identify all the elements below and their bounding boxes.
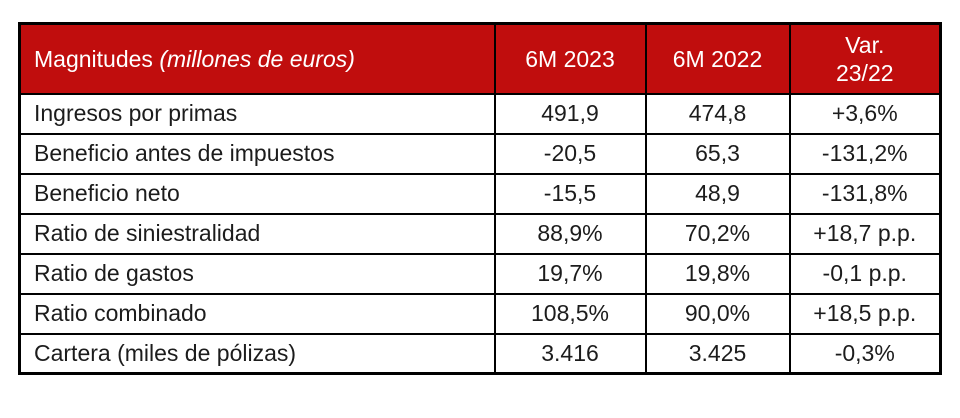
value-variation: -131,2% (788, 132, 942, 175)
row-label: Beneficio neto (18, 172, 496, 215)
row-label: Beneficio antes de impuestos (18, 132, 496, 175)
value-variation: -0,1 p.p. (788, 252, 942, 295)
row-label: Ratio de siniestralidad (18, 212, 496, 255)
table-row: Ratio de siniestralidad 88,9% 70,2% +18,… (18, 212, 942, 255)
row-label: Ingresos por primas (18, 92, 496, 135)
table-header: Magnitudes (millones de euros) 6M 2023 6… (18, 22, 942, 95)
table-row: Ingresos por primas 491,9 474,8 +3,6% (18, 92, 942, 135)
value-6m-2023: 108,5% (493, 292, 647, 335)
value-variation: -131,8% (788, 172, 942, 215)
table-row: Beneficio antes de impuestos -20,5 65,3 … (18, 132, 942, 175)
value-6m-2022: 48,9 (644, 172, 791, 215)
header-row: Magnitudes (millones de euros) 6M 2023 6… (18, 22, 942, 95)
row-label: Ratio de gastos (18, 252, 496, 295)
header-variation: Var. 23/22 (788, 22, 942, 95)
value-variation: +3,6% (788, 92, 942, 135)
value-6m-2022: 70,2% (644, 212, 791, 255)
table-body: Ingresos por primas 491,9 474,8 +3,6% Be… (18, 92, 942, 375)
financial-results-table: Magnitudes (millones de euros) 6M 2023 6… (18, 22, 942, 375)
value-variation: -0,3% (788, 332, 942, 375)
value-6m-2022: 19,8% (644, 252, 791, 295)
value-6m-2023: -15,5 (493, 172, 647, 215)
table-row: Cartera (miles de pólizas) 3.416 3.425 -… (18, 332, 942, 375)
header-6m-2022: 6M 2022 (644, 22, 791, 95)
table-row: Ratio combinado 108,5% 90,0% +18,5 p.p. (18, 292, 942, 335)
value-6m-2022: 474,8 (644, 92, 791, 135)
financial-results-table-container: Magnitudes (millones de euros) 6M 2023 6… (18, 22, 942, 375)
table-row: Ratio de gastos 19,7% 19,8% -0,1 p.p. (18, 252, 942, 295)
value-variation: +18,7 p.p. (788, 212, 942, 255)
value-6m-2022: 65,3 (644, 132, 791, 175)
header-6m-2023: 6M 2023 (493, 22, 647, 95)
value-6m-2023: 491,9 (493, 92, 647, 135)
value-variation: +18,5 p.p. (788, 292, 942, 335)
value-6m-2023: 3.416 (493, 332, 647, 375)
value-6m-2023: 19,7% (493, 252, 647, 295)
value-6m-2023: -20,5 (493, 132, 647, 175)
header-magnitudes: Magnitudes (millones de euros) (18, 22, 496, 95)
table-row: Beneficio neto -15,5 48,9 -131,8% (18, 172, 942, 215)
header-magnitudes-main: Magnitudes (34, 45, 153, 72)
row-label: Cartera (miles de pólizas) (18, 332, 496, 375)
value-6m-2022: 3.425 (644, 332, 791, 375)
header-magnitudes-unit: (millones de euros) (159, 45, 355, 72)
value-6m-2022: 90,0% (644, 292, 791, 335)
row-label: Ratio combinado (18, 292, 496, 335)
header-variation-line2: 23/22 (835, 59, 894, 86)
value-6m-2023: 88,9% (493, 212, 647, 255)
header-variation-line1: Var. (845, 31, 885, 58)
